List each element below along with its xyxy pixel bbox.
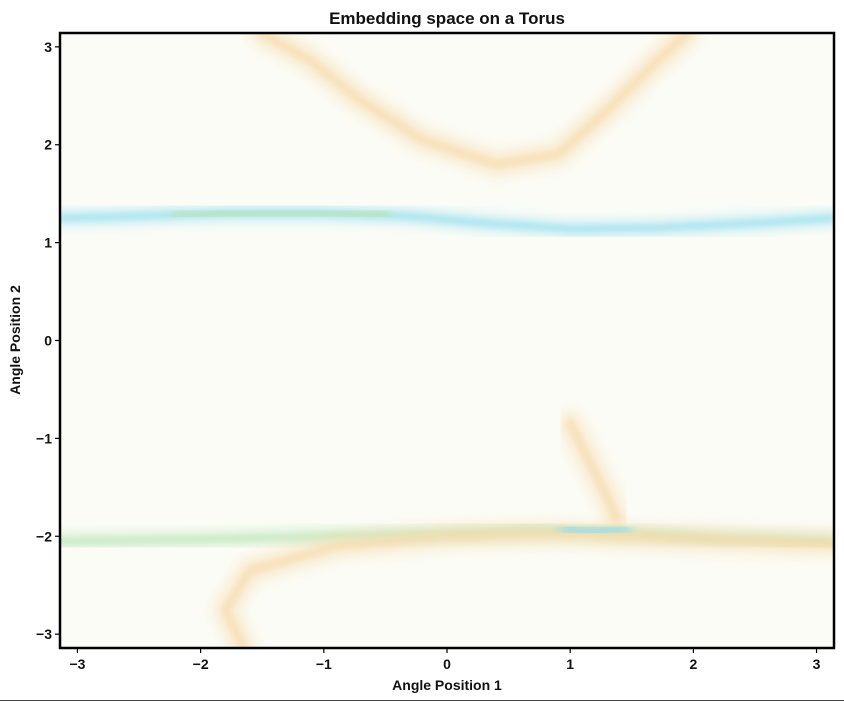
y-tick-label: 3 [44, 39, 52, 55]
chart-title: Embedding space on a Torus [329, 9, 565, 28]
x-tick-label: 0 [443, 656, 451, 672]
band-core-orange-5 [566, 419, 621, 523]
plot-background [60, 33, 834, 648]
y-tick-label: 2 [44, 137, 52, 153]
y-tick-label: −3 [36, 626, 52, 642]
x-axis: −3 −2 −1 0 1 2 3 [69, 648, 821, 672]
heatmap-features [60, 33, 834, 648]
band-core-orange-2 [258, 33, 692, 169]
band-core-green-1 [173, 209, 388, 218]
y-tick-label: −1 [36, 430, 52, 446]
y-axis-label: Angle Position 2 [7, 285, 23, 395]
y-axis: −3 −2 −1 0 1 2 3 [36, 39, 60, 642]
x-tick-label: −3 [69, 656, 85, 672]
y-tick-label: 0 [44, 333, 52, 349]
x-tick-label: −2 [193, 656, 209, 672]
x-tick-label: 3 [813, 656, 821, 672]
x-tick-label: 1 [566, 656, 574, 672]
band-core-orange-4 [221, 530, 834, 648]
y-tick-label: −2 [36, 528, 52, 544]
x-tick-label: 2 [689, 656, 697, 672]
band-core-cyan-6 [561, 525, 629, 534]
x-axis-label: Angle Position 1 [392, 677, 502, 693]
y-tick-label: 1 [44, 235, 52, 251]
x-tick-label: −1 [316, 656, 332, 672]
